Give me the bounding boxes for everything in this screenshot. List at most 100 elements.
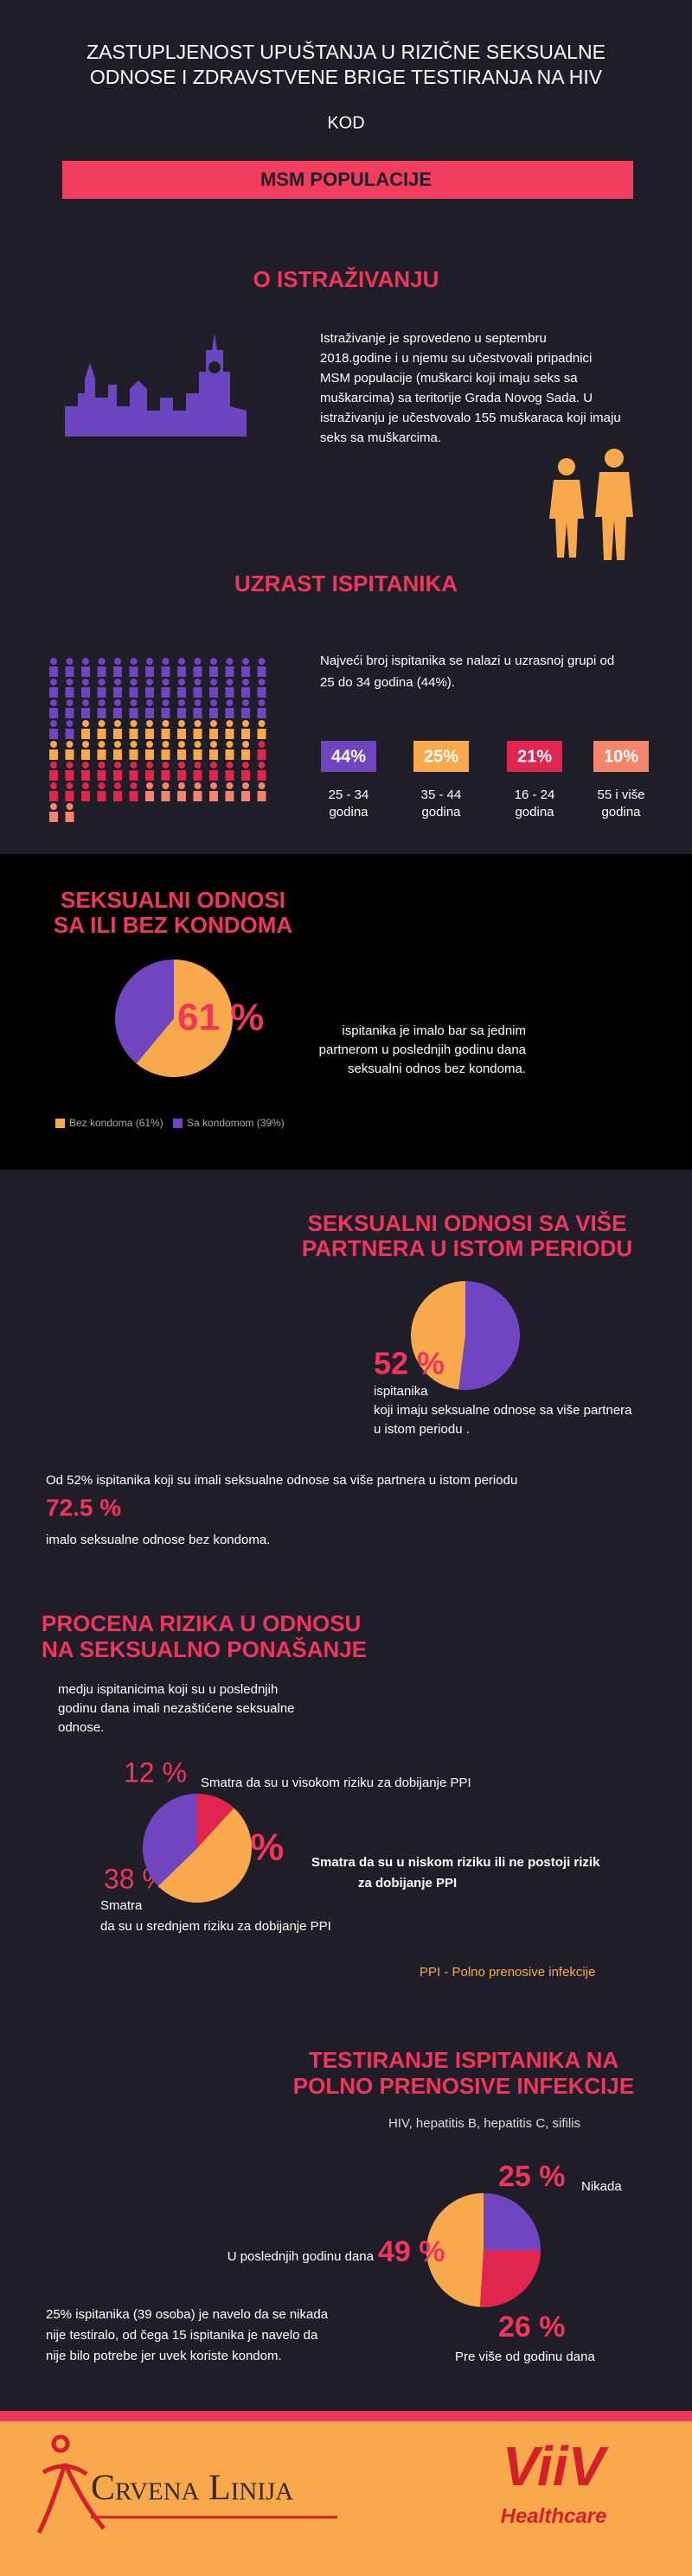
text: godinu dana imali nezaštićene seksualne: [58, 1701, 295, 1716]
person-icon: [97, 782, 106, 801]
text: Smatra da su u niskom riziku ili ne post…: [311, 1855, 600, 1870]
age-box: [321, 741, 376, 772]
person-icon: [113, 720, 122, 739]
person-icon: [97, 762, 106, 781]
subtitle: KOD: [327, 113, 364, 132]
person-icon: [257, 782, 266, 801]
pie-slice: [142, 1794, 197, 1886]
category-label: godina: [421, 805, 461, 819]
pie-slice: [479, 2250, 541, 2307]
value-label: 21%: [517, 747, 552, 766]
text: partnerom u poslednjih godinu dana: [319, 1043, 527, 1057]
body: [595, 472, 633, 560]
person-icon: [97, 679, 106, 698]
person-icon: [257, 658, 266, 677]
person-icon: [49, 803, 58, 822]
person-icon: [81, 679, 90, 698]
logo-figure: [36, 2434, 106, 2535]
person-icon: [145, 720, 154, 739]
men-illustration: [549, 449, 633, 560]
person-icon: [257, 699, 266, 718]
person-icon: [81, 658, 90, 677]
value-label: 61 %: [177, 997, 264, 1039]
title: ZASTUPLJENOST UPUŠTANJA U RIZIČNE SEKSUA…: [86, 40, 606, 63]
value-label: 44%: [331, 747, 366, 766]
person-icon: [225, 679, 234, 698]
text: Smatra: [100, 1898, 143, 1913]
person-icon: [97, 741, 106, 760]
note: nije bilo potrebe jer uvek koriste kondo…: [46, 2349, 282, 2363]
heading: UZRAST ISPITANIKA: [234, 571, 458, 596]
person-icon: [129, 782, 138, 801]
category-label: godina: [515, 805, 554, 819]
heading: POLNO PRENOSIVE INFEKCIJE: [293, 2073, 634, 2099]
pie-slice: [157, 1808, 252, 1903]
heading: O ISTRAŽIVANJU: [253, 266, 439, 292]
person-icon: [241, 720, 250, 739]
clock: [208, 361, 221, 373]
logo-right: ViiV: [503, 2435, 610, 2497]
person-icon: [177, 741, 186, 760]
text: MSM populacije (muškarci koji imaju seks…: [320, 371, 578, 386]
age-box: [413, 741, 469, 772]
text: medju ispitanicima koji su u poslednjih: [58, 1682, 278, 1697]
text: seksualni odnos bez kondoma.: [348, 1062, 526, 1076]
person-icon: [65, 762, 74, 781]
heading: PARTNERA U ISTOM PERIODU: [302, 1235, 632, 1261]
person-icon: [209, 762, 218, 781]
person-icon: [193, 679, 202, 698]
person-icon: [49, 782, 58, 801]
person-icon: [49, 658, 58, 677]
heading: SA ILI BEZ KONDOMA: [54, 912, 293, 938]
category-label: 35 - 44: [421, 787, 462, 802]
banner-text: MSM POPULACIJE: [260, 169, 432, 190]
person-icon: [161, 699, 170, 718]
person-icon: [145, 741, 154, 760]
value-label: 25 %: [498, 2160, 566, 2193]
slice-name: Pre više od godinu dana: [455, 2350, 595, 2364]
legend-swatch: [55, 1119, 65, 1128]
text: za dobijanje PPI: [358, 1876, 457, 1891]
person-icon: [225, 782, 234, 801]
person-icon: [65, 741, 74, 760]
value-label: 10%: [604, 747, 638, 766]
person-icon: [49, 720, 58, 739]
person-icon: [145, 762, 154, 781]
person-icon: [225, 741, 234, 760]
person-icon: [225, 658, 234, 677]
category-label: 25 - 34: [329, 787, 369, 802]
person-icon: [161, 720, 170, 739]
text: Najveći broj ispitanika se nalazi u uzra…: [320, 654, 614, 668]
slice-name: Nikada: [581, 2179, 622, 2194]
person-icon: [113, 658, 122, 677]
person-icon: [65, 803, 74, 822]
text: u istom periodu .: [374, 1422, 470, 1437]
person-icon: [209, 679, 218, 698]
note: imalo seksualne odnose bez kondoma.: [46, 1533, 270, 1547]
person-icon: [113, 741, 122, 760]
value-label: 26 %: [498, 2311, 566, 2343]
person-icon: [257, 741, 266, 760]
person-icon: [177, 658, 186, 677]
head: [558, 458, 575, 475]
person-icon: [113, 699, 122, 718]
person-icon: [161, 762, 170, 781]
person-icon: [193, 699, 202, 718]
footnote: PPI - Polno prenosive infekcije: [420, 1965, 595, 1980]
person-icon: [49, 679, 58, 698]
person-icon: [97, 658, 106, 677]
person-icon: [161, 741, 170, 760]
title: ODNOSE I ZDRAVSTVENE BRIGE TESTIRANJA NA…: [90, 66, 603, 88]
person-icon: [65, 720, 74, 739]
person-icon: [177, 679, 186, 698]
person-icon: [257, 679, 266, 698]
person-icon: [161, 679, 170, 698]
heading: PROCENA RIZIKA U ODNOSU: [42, 1610, 361, 1636]
pie-slice: [411, 1281, 465, 1390]
skyline-illustration: [65, 333, 247, 437]
heading: TESTIRANJE ISPITANIKA NA: [309, 2047, 618, 2073]
person-icon: [177, 699, 186, 718]
person-icon: [193, 782, 202, 801]
note: Od 52% ispitanika koji su imali seksualn…: [46, 1473, 517, 1488]
